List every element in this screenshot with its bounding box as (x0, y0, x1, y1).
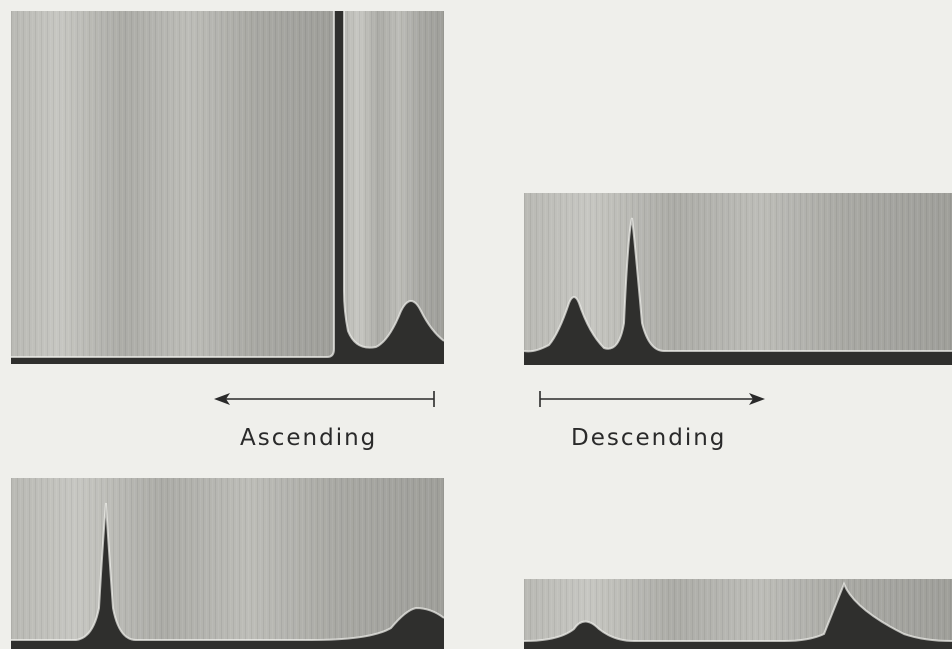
descending-arrow (539, 391, 765, 407)
chromatogram-trace-bottom-right (524, 579, 952, 649)
descending-label: Descending (571, 425, 727, 451)
chromatogram-panel-bottom-right (524, 579, 952, 649)
chromatogram-panel-top-left (11, 11, 444, 364)
chromatogram-panel-top-right (524, 193, 952, 365)
chromatogram-trace-top-right (524, 193, 952, 365)
ascending-label: Ascending (240, 425, 378, 451)
chromatogram-panel-bottom-left (11, 478, 444, 649)
chromatogram-trace-top-left (11, 11, 444, 364)
chromatogram-trace-bottom-left (11, 478, 444, 649)
ascending-arrow (214, 391, 435, 407)
